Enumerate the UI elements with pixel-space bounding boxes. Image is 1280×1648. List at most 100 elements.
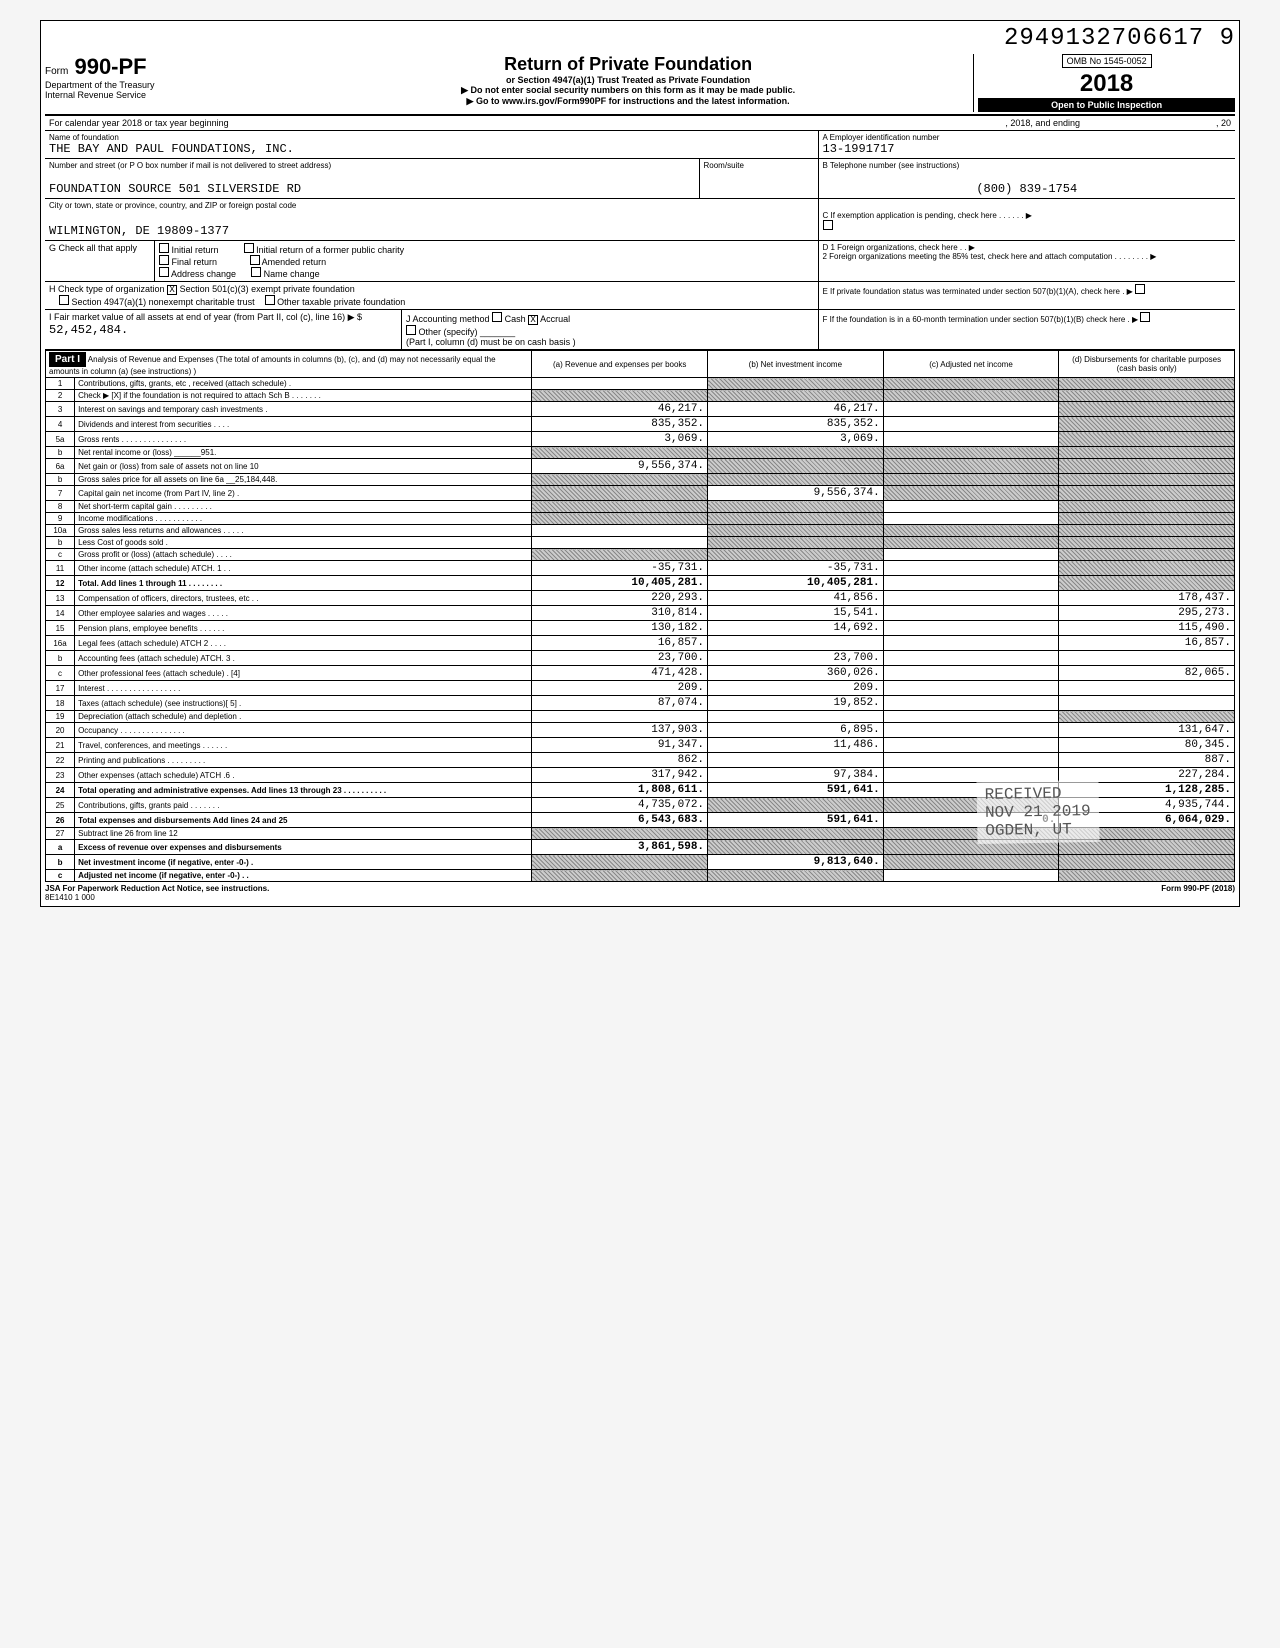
table-cell <box>532 537 708 549</box>
calendar-prefix: For calendar year 2018 or tax year begin… <box>49 118 229 128</box>
table-cell: 835,352. <box>532 417 708 432</box>
phone-block: B Telephone number (see instructions) (8… <box>819 159 1236 198</box>
table-cell: 887. <box>1059 753 1235 768</box>
table-cell <box>883 417 1059 432</box>
table-cell <box>708 870 884 882</box>
h-block: H Check type of organization X Section 5… <box>45 282 819 309</box>
table-cell: 591,641. <box>708 783 884 798</box>
table-cell <box>1059 870 1235 882</box>
table-cell: Dividends and interest from securities .… <box>75 417 532 432</box>
table-cell: b <box>46 447 75 459</box>
table-cell: 1,128,285. <box>1059 783 1235 798</box>
table-cell: 14 <box>46 606 75 621</box>
f-checkbox[interactable] <box>1140 312 1150 322</box>
table-cell: 8 <box>46 501 75 513</box>
g-check-amended[interactable] <box>250 255 260 265</box>
e-label: E If private foundation status was termi… <box>823 287 1133 296</box>
c-checkbox[interactable] <box>823 220 833 230</box>
table-cell <box>1059 378 1235 390</box>
open-inspection: Open to Public Inspection <box>978 98 1235 112</box>
table-cell: 209. <box>708 681 884 696</box>
table-cell: b <box>46 651 75 666</box>
table-cell: 14,692. <box>708 621 884 636</box>
table-row: 2Check ▶ [X] if the foundation is not re… <box>46 390 1235 402</box>
table-cell: 20 <box>46 723 75 738</box>
j-check-cash[interactable] <box>492 312 502 322</box>
table-cell: 6a <box>46 459 75 474</box>
table-cell <box>883 723 1059 738</box>
table-cell: 91,347. <box>532 738 708 753</box>
table-cell: 24 <box>46 783 75 798</box>
table-cell: 26 <box>46 813 75 828</box>
j-check-accrual[interactable]: X <box>528 315 538 325</box>
form-sub1: or Section 4947(a)(1) Trust Treated as P… <box>301 75 956 85</box>
table-row: bAccounting fees (attach schedule) ATCH.… <box>46 651 1235 666</box>
table-cell <box>1059 651 1235 666</box>
table-row: 9Income modifications . . . . . . . . . … <box>46 513 1235 525</box>
addr-value: FOUNDATION SOURCE 501 SILVERSIDE RD <box>49 182 695 196</box>
h-check-4947[interactable] <box>59 295 69 305</box>
table-cell: Occupancy . . . . . . . . . . . . . . . <box>75 723 532 738</box>
h-check-other[interactable] <box>265 295 275 305</box>
table-row: 20Occupancy . . . . . . . . . . . . . . … <box>46 723 1235 738</box>
table-cell <box>532 711 708 723</box>
table-cell: 1 <box>46 378 75 390</box>
table-cell <box>883 525 1059 537</box>
table-cell: 220,293. <box>532 591 708 606</box>
g-label: G Check all that apply <box>45 241 155 281</box>
g-check-name[interactable] <box>251 267 261 277</box>
j-note: (Part I, column (d) must be on cash basi… <box>406 337 576 347</box>
table-row: 22Printing and publications . . . . . . … <box>46 753 1235 768</box>
col-d-header: (d) Disbursements for charitable purpose… <box>1059 351 1235 378</box>
table-row: 12Total. Add lines 1 through 11 . . . . … <box>46 576 1235 591</box>
table-cell: 17 <box>46 681 75 696</box>
table-row: 8Net short-term capital gain . . . . . .… <box>46 501 1235 513</box>
table-cell: Subtract line 26 from line 12 <box>75 828 532 840</box>
table-row: 3Interest on savings and temporary cash … <box>46 402 1235 417</box>
e-checkbox[interactable] <box>1135 284 1145 294</box>
g-check-final[interactable] <box>159 255 169 265</box>
c-label: C If exemption application is pending, c… <box>823 211 1232 220</box>
table-row: 4Dividends and interest from securities … <box>46 417 1235 432</box>
g-check-initial[interactable] <box>159 243 169 253</box>
table-cell: Less Cost of goods sold . <box>75 537 532 549</box>
table-cell: Total expenses and disbursements Add lin… <box>75 813 532 828</box>
table-cell: 5a <box>46 432 75 447</box>
g-check-former[interactable] <box>244 243 254 253</box>
table-cell: 18 <box>46 696 75 711</box>
h-opt-2: Other taxable private foundation <box>277 297 405 307</box>
table-cell: Interest . . . . . . . . . . . . . . . .… <box>75 681 532 696</box>
table-cell <box>883 390 1059 402</box>
j-block: J Accounting method Cash X Accrual Other… <box>402 310 819 349</box>
j-check-other[interactable] <box>406 325 416 335</box>
table-row: 23Other expenses (attach schedule) ATCH … <box>46 768 1235 783</box>
table-cell: Travel, conferences, and meetings . . . … <box>75 738 532 753</box>
table-cell: Other employee salaries and wages . . . … <box>75 606 532 621</box>
d-item-0: D 1 Foreign organizations, check here . … <box>823 243 1232 252</box>
table-cell: 82,065. <box>1059 666 1235 681</box>
i-block: I Fair market value of all assets at end… <box>45 310 402 349</box>
h-check-501c3[interactable]: X <box>167 285 177 295</box>
d-block: D 1 Foreign organizations, check here . … <box>819 241 1236 281</box>
table-row: bNet investment income (if negative, ent… <box>46 855 1235 870</box>
table-cell <box>883 561 1059 576</box>
part1-label: Part I <box>49 352 86 367</box>
col-b-header: (b) Net investment income <box>708 351 884 378</box>
g-check-addr[interactable] <box>159 267 169 277</box>
table-cell: b <box>46 537 75 549</box>
table-cell: Other expenses (attach schedule) ATCH .6… <box>75 768 532 783</box>
foundation-name: THE BAY AND PAUL FOUNDATIONS, INC. <box>49 142 814 156</box>
table-cell <box>532 474 708 486</box>
table-cell: 3,069. <box>532 432 708 447</box>
table-cell <box>708 537 884 549</box>
table-row: 5aGross rents . . . . . . . . . . . . . … <box>46 432 1235 447</box>
table-cell: Capital gain net income (from Part IV, l… <box>75 486 532 501</box>
f-block: F If the foundation is in a 60-month ter… <box>819 310 1236 349</box>
table-cell <box>883 447 1059 459</box>
table-cell: 21 <box>46 738 75 753</box>
table-cell <box>1059 576 1235 591</box>
h-opt-0: Section 501(c)(3) exempt private foundat… <box>180 284 355 294</box>
table-cell <box>708 753 884 768</box>
d-item-1: 2 Foreign organizations meeting the 85% … <box>823 252 1232 261</box>
table-row: 7Capital gain net income (from Part IV, … <box>46 486 1235 501</box>
